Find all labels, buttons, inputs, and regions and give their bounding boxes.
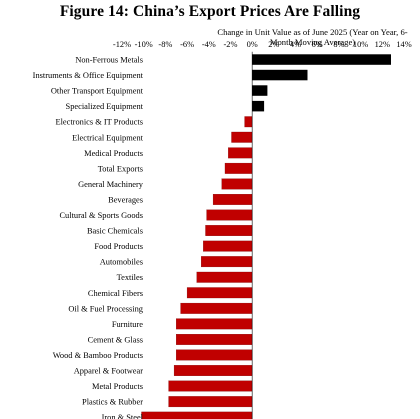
category-label: Wood & Bamboo Products — [53, 351, 143, 360]
category-label: Food Products — [94, 242, 143, 251]
bar — [196, 271, 253, 283]
x-tick-label: 10% — [353, 40, 368, 49]
x-tick-label: -12% — [113, 40, 131, 49]
category-label: Apparel & Footwear — [74, 367, 144, 376]
x-tick-label: 14% — [396, 40, 411, 49]
bar — [252, 85, 268, 96]
bar — [180, 302, 253, 314]
category-label: Non-Ferrous Metals — [75, 56, 143, 65]
chart-title: Figure 14: China’s Export Prices Are Fal… — [59, 3, 361, 20]
x-tick-label: -2% — [224, 40, 238, 49]
x-tick-label: 8% — [333, 40, 344, 49]
bar — [252, 54, 391, 65]
category-label: Textiles — [117, 273, 143, 282]
bar — [205, 225, 253, 236]
category-label: Automobiles — [100, 258, 143, 267]
x-tick-label: 0% — [247, 40, 258, 49]
category-label: Oil & Fuel Processing — [68, 304, 143, 313]
x-tick-label: -10% — [135, 40, 153, 49]
bar — [201, 256, 253, 268]
category-label: Instruments & Office Equipment — [33, 71, 144, 80]
category-label: Medical Products — [84, 149, 143, 158]
bars — [141, 54, 391, 419]
category-label: Metal Products — [92, 382, 143, 391]
bar — [252, 100, 265, 112]
x-tick-label: 4% — [290, 40, 301, 49]
category-label: General Machinery — [78, 180, 144, 189]
bar — [176, 349, 253, 361]
bar — [176, 318, 253, 330]
category-label: Basic Chemicals — [87, 227, 143, 236]
category-label: Cement & Glass — [88, 335, 143, 344]
bar — [168, 380, 253, 392]
category-label: Plastics & Rubber — [82, 398, 143, 407]
bar — [173, 365, 253, 376]
chart-subtitle: Change in Unit Value as of June 2025 (Ye… — [217, 27, 408, 47]
bar — [221, 178, 253, 190]
category-label: Other Transport Equipment — [51, 87, 144, 96]
category-label: Electrical Equipment — [72, 133, 144, 142]
category-label: Specialized Equipment — [66, 102, 144, 111]
bar — [228, 147, 253, 159]
bar — [141, 411, 253, 419]
x-tick-label: -8% — [158, 40, 172, 49]
bar — [203, 240, 253, 252]
bar — [212, 194, 253, 205]
category-label: Cultural & Sports Goods — [59, 211, 143, 220]
bar — [186, 287, 253, 299]
bar — [244, 116, 253, 128]
x-tick-label: 6% — [312, 40, 323, 49]
category-label: Chemical Fibers — [88, 289, 143, 298]
category-label: Furniture — [112, 320, 143, 329]
bar — [252, 69, 308, 81]
x-tick-label: -4% — [202, 40, 216, 49]
category-label: Electronics & IT Products — [55, 118, 143, 127]
category-label: Total Exports — [98, 164, 143, 173]
category-label: Iron & Steel — [102, 413, 144, 419]
x-axis-ticks: -12% -10% -8% -6% -4% -2% 0% 2% 4% 6% 8% 10% 12% 14% — [113, 40, 412, 49]
x-tick-label: 2% — [268, 40, 279, 49]
x-tick-label: 12% — [375, 40, 390, 49]
bar — [231, 131, 253, 143]
bar — [206, 209, 253, 221]
x-tick-label: -6% — [180, 40, 194, 49]
bar — [224, 162, 253, 174]
bar — [176, 334, 253, 345]
bar — [168, 396, 253, 408]
category-labels: Non-Ferrous Metals Instruments & Office E… — [33, 56, 144, 419]
category-label: Beverages — [108, 196, 143, 205]
